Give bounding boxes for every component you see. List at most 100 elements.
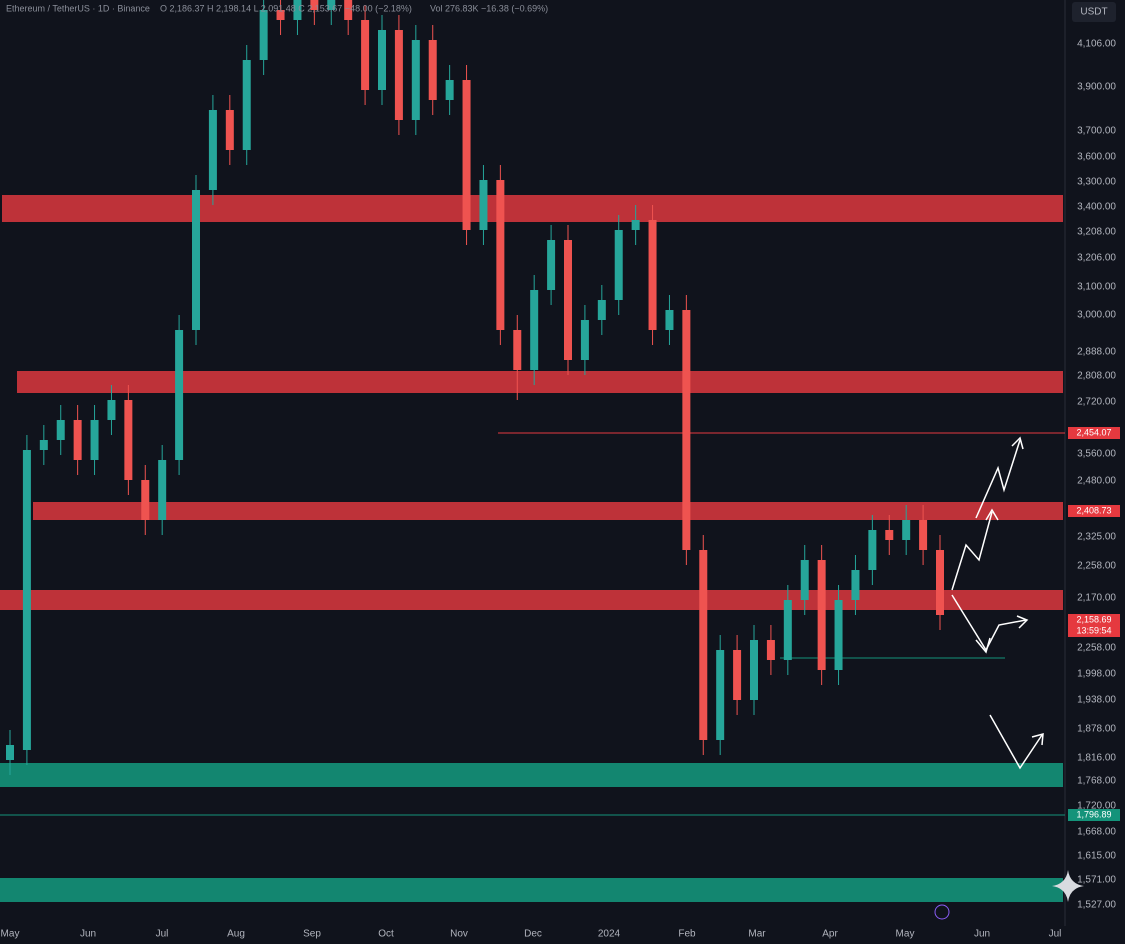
time-label: Oct bbox=[378, 929, 394, 940]
price-label: 3,206.00 bbox=[1077, 253, 1116, 264]
ohlc-values: O 2,186.37 H 2,198.14 L 2,091.48 C 2,153… bbox=[160, 3, 412, 13]
candle-body bbox=[361, 20, 370, 90]
candle-body bbox=[597, 300, 606, 320]
time-label: Apr bbox=[822, 929, 838, 940]
candle-body bbox=[564, 240, 572, 360]
price-label: 2,888.00 bbox=[1077, 347, 1116, 358]
price-label: 3,600.00 bbox=[1077, 152, 1116, 163]
currency[interactable]: USDT bbox=[1080, 7, 1107, 18]
candle-body bbox=[462, 80, 471, 230]
candle-body bbox=[580, 320, 589, 360]
candle-body bbox=[614, 230, 623, 300]
candle-body bbox=[293, 0, 302, 20]
candle-body bbox=[496, 180, 505, 330]
price-tag-bg bbox=[1068, 625, 1120, 637]
candle-body bbox=[885, 530, 894, 540]
candle-body bbox=[428, 40, 437, 100]
price-label: 3,700.00 bbox=[1077, 126, 1116, 137]
price-tag-bg bbox=[1068, 427, 1120, 439]
support-zone bbox=[0, 878, 1063, 902]
candle-body bbox=[242, 60, 251, 150]
candle-body bbox=[327, 0, 336, 10]
price-label: 2,258.00 bbox=[1077, 561, 1116, 572]
time-label: Aug bbox=[227, 929, 245, 940]
candle-body bbox=[175, 330, 184, 460]
price-tag: 2,158.69 bbox=[1076, 614, 1111, 624]
price-tag: 2,408.73 bbox=[1076, 505, 1111, 515]
price-label: 1,878.00 bbox=[1077, 724, 1116, 735]
candle-body bbox=[665, 310, 674, 330]
candle-body bbox=[208, 110, 217, 190]
candle-body bbox=[394, 30, 403, 120]
price-label: 3,400.00 bbox=[1077, 202, 1116, 213]
time-label: Nov bbox=[450, 929, 468, 940]
price-label: 1,998.00 bbox=[1077, 669, 1116, 680]
price-label: 3,100.00 bbox=[1077, 282, 1116, 293]
candle-body bbox=[530, 290, 539, 370]
candle-body bbox=[716, 650, 725, 740]
candle-body bbox=[107, 400, 116, 420]
candle-body bbox=[445, 80, 454, 100]
arrow bbox=[975, 439, 1021, 519]
price-label: 1,527.00 bbox=[1077, 900, 1116, 911]
candle-body bbox=[22, 450, 31, 750]
price-label: 2,720.00 bbox=[1077, 397, 1116, 408]
arrow bbox=[951, 511, 993, 591]
price-label: 3,560.00 bbox=[1077, 449, 1116, 460]
candle-body bbox=[73, 420, 82, 460]
price-label: 2,480.00 bbox=[1077, 476, 1116, 487]
arrow bbox=[989, 714, 1043, 770]
price-label: 2,258.00 bbox=[1077, 643, 1116, 654]
candle-body bbox=[124, 400, 133, 480]
arrow-head bbox=[985, 508, 999, 521]
candle-body bbox=[648, 220, 657, 330]
price-label: 4,106.00 bbox=[1077, 39, 1116, 50]
candle-body bbox=[192, 190, 200, 330]
candle-body bbox=[225, 110, 234, 150]
candle-body bbox=[750, 640, 758, 700]
resistance-zone bbox=[17, 371, 1063, 393]
flash-icon[interactable] bbox=[934, 904, 950, 920]
candle-body bbox=[344, 0, 353, 20]
candle-body bbox=[259, 10, 268, 60]
candle-body bbox=[834, 600, 843, 670]
candle-body bbox=[56, 420, 65, 440]
symbol-title: Ethereum / TetherUS · 1D · Binance bbox=[6, 3, 150, 13]
candle-body bbox=[310, 0, 319, 10]
candle-body bbox=[682, 310, 691, 550]
candle-body bbox=[141, 480, 150, 520]
price-tag-bg bbox=[1068, 614, 1120, 626]
candle-body bbox=[919, 520, 928, 550]
time-label: Feb bbox=[678, 929, 696, 940]
annotation-arrows bbox=[951, 436, 1044, 770]
volume: Vol 276.83K −16.38 (−0.69%) bbox=[430, 3, 548, 13]
price-label: 1,768.00 bbox=[1077, 776, 1116, 787]
time-label: Mar bbox=[748, 929, 766, 940]
price-label: 3,300.00 bbox=[1077, 177, 1116, 188]
candle-body bbox=[817, 560, 826, 670]
time-label: Sep bbox=[303, 929, 321, 940]
time-label: Jun bbox=[80, 929, 96, 940]
price-label: 2,325.00 bbox=[1077, 532, 1116, 543]
candle-body bbox=[733, 650, 742, 700]
candle-body bbox=[479, 180, 488, 230]
sparkle-icon[interactable] bbox=[1052, 870, 1084, 902]
candle-body bbox=[631, 220, 640, 230]
candle-body bbox=[766, 640, 775, 660]
candle-body bbox=[868, 530, 877, 570]
resistance-zone bbox=[2, 195, 1063, 222]
candle-body bbox=[902, 520, 911, 540]
price-label: 1,816.00 bbox=[1077, 753, 1116, 764]
currency-button[interactable] bbox=[1072, 2, 1116, 22]
arrow-head bbox=[1031, 732, 1044, 746]
candle-body bbox=[851, 570, 860, 600]
time-label: Jul bbox=[1049, 929, 1062, 940]
candle-body bbox=[513, 330, 522, 370]
candle-body bbox=[6, 745, 14, 760]
price-label: 2,808.00 bbox=[1077, 371, 1116, 382]
time-label: May bbox=[1, 929, 20, 940]
price-label: 1,938.00 bbox=[1077, 695, 1116, 706]
candle-body bbox=[547, 240, 556, 290]
